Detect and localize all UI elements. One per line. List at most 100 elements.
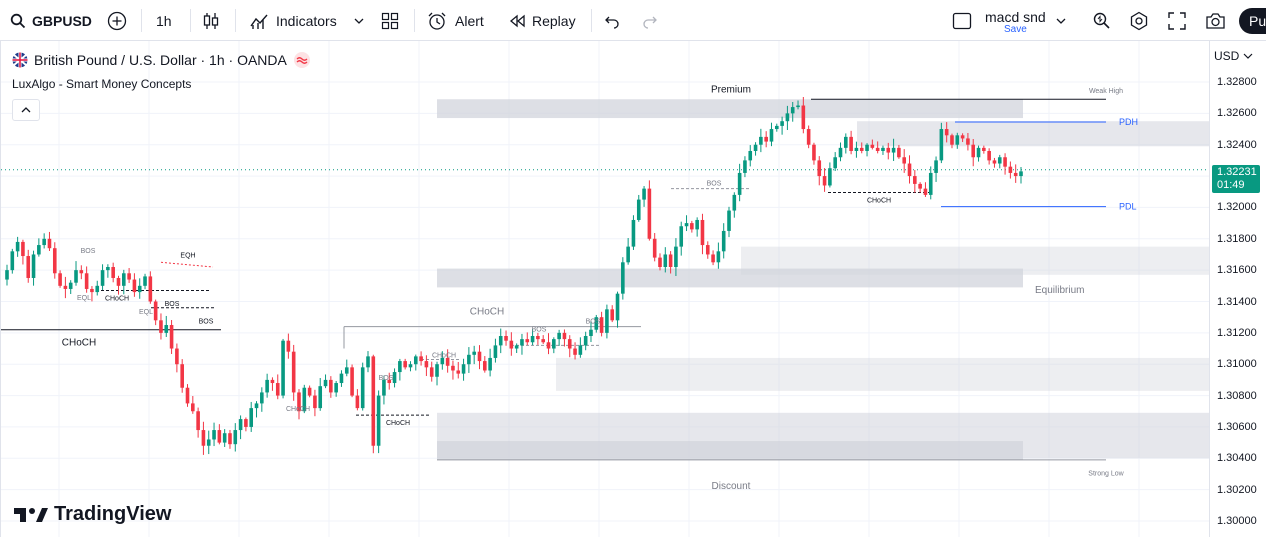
layout-grid-button[interactable] (381, 0, 399, 41)
candle-body (217, 430, 222, 443)
screenshot-button[interactable] (1205, 0, 1226, 41)
bar-countdown: 01:49 (1217, 179, 1245, 191)
indicator-legend[interactable]: LuxAlgo - Smart Money Concepts (12, 77, 192, 91)
candle-body (228, 433, 232, 445)
redo-button[interactable] (642, 0, 658, 41)
candle-body (191, 403, 195, 412)
currency-selector[interactable]: USD (1214, 49, 1253, 63)
chevron-down-icon (1056, 18, 1066, 24)
candle-body (541, 339, 545, 343)
candle-body (212, 430, 216, 440)
candle-body (976, 147, 981, 158)
interval-button[interactable]: 1h (156, 0, 172, 41)
candle-body (244, 419, 248, 427)
candle-body (716, 251, 721, 263)
layout-dropdown-button[interactable] (1055, 0, 1067, 41)
price-tick-label: 1.30800 (1217, 389, 1257, 402)
candle-body (743, 160, 747, 173)
demand-zone (741, 246, 1209, 275)
candle-body (509, 340, 514, 349)
market-status-icon[interactable] (293, 52, 311, 68)
candle-body (684, 223, 689, 227)
price-tick-label: 1.30200 (1217, 483, 1257, 496)
candle-body (652, 238, 657, 258)
alert-button[interactable]: Alert (427, 0, 484, 41)
candle-body (121, 273, 126, 286)
supply-zone (857, 121, 1209, 147)
candle-body (313, 395, 317, 409)
square-icon (952, 12, 972, 29)
candle-body (153, 301, 158, 321)
candle-body (610, 309, 615, 321)
candle-body (382, 379, 386, 396)
candle-body (297, 392, 301, 412)
search-icon (10, 13, 26, 28)
candle-body (567, 339, 572, 349)
candle-body (143, 276, 147, 286)
gear-icon (1130, 11, 1148, 30)
candle-body (281, 340, 285, 396)
tradingview-logo[interactable]: TradingView (14, 503, 171, 526)
candle-body (1003, 157, 1007, 167)
pdh-label: PDH (1119, 117, 1138, 127)
candle-body (169, 325, 174, 349)
candle-body (461, 364, 466, 374)
symbol-description: British Pound / U.S. Dollar · 1h · OANDA (34, 52, 287, 68)
candle-body (987, 150, 991, 161)
candle-body (58, 273, 62, 286)
candle-body (971, 144, 976, 158)
candle-body (902, 157, 907, 164)
candle-body (992, 160, 997, 164)
publish-button[interactable]: Pu (1239, 8, 1266, 34)
candle-body (796, 105, 800, 108)
candle-body (790, 107, 795, 114)
candle-body (222, 433, 227, 443)
candle-body (249, 408, 254, 427)
candle-body (127, 273, 131, 280)
candle-body (206, 439, 211, 446)
layout-name[interactable]: macd snd (985, 9, 1046, 25)
candle-body (615, 293, 620, 321)
indicators-button[interactable]: Indicators (249, 0, 337, 41)
indicators-label: Indicators (276, 12, 337, 29)
quick-search-button[interactable] (1092, 0, 1112, 41)
current-price: 1.32231 (1217, 166, 1257, 178)
candle-body (21, 241, 25, 257)
candle-body (785, 113, 790, 122)
undo-button[interactable] (604, 0, 620, 41)
toolbar-separator (414, 9, 415, 32)
symbol-search-button[interactable]: GBPUSD (10, 0, 92, 41)
replay-button[interactable]: Replay (508, 0, 576, 41)
collapse-legend-button[interactable] (12, 99, 40, 121)
candle-body (52, 248, 57, 274)
candle-body (270, 379, 275, 384)
candle-body (679, 226, 684, 247)
compare-symbol-button[interactable] (107, 0, 127, 41)
candle-body (440, 357, 445, 365)
candle-body (302, 387, 307, 412)
settings-button[interactable] (1129, 0, 1149, 41)
equilibrium-label: Equilibrium (1035, 285, 1084, 296)
bos-label: BOS (532, 326, 547, 333)
price-tick-label: 1.30600 (1217, 420, 1257, 433)
candle-body (148, 276, 153, 302)
candle-body (913, 176, 917, 184)
candle-body (196, 411, 200, 431)
bos-label: BOS (81, 248, 96, 255)
chart-pane[interactable]: Premium Discount Equilibrium Weak High Stron… (0, 41, 1209, 537)
candle-body (626, 246, 630, 263)
candles-icon (203, 12, 219, 29)
candle-body (350, 367, 354, 396)
weak-high-label: Weak High (1089, 88, 1123, 95)
choch-label: CHoCH (470, 307, 504, 318)
fullscreen-button[interactable] (1168, 0, 1186, 41)
price-axis[interactable]: 1.328001.326001.324001.322001.320001.318… (1209, 41, 1266, 537)
candle-body (828, 168, 832, 186)
price-chart[interactable]: Premium Discount Equilibrium Weak High Stron… (1, 41, 1209, 537)
layout-checkbox[interactable] (952, 0, 972, 41)
redo-icon (643, 16, 657, 29)
save-button[interactable]: Save (1004, 24, 1027, 35)
candle-body (557, 332, 561, 340)
chart-type-button[interactable] (201, 0, 221, 41)
indicators-dropdown-button[interactable] (353, 0, 365, 41)
